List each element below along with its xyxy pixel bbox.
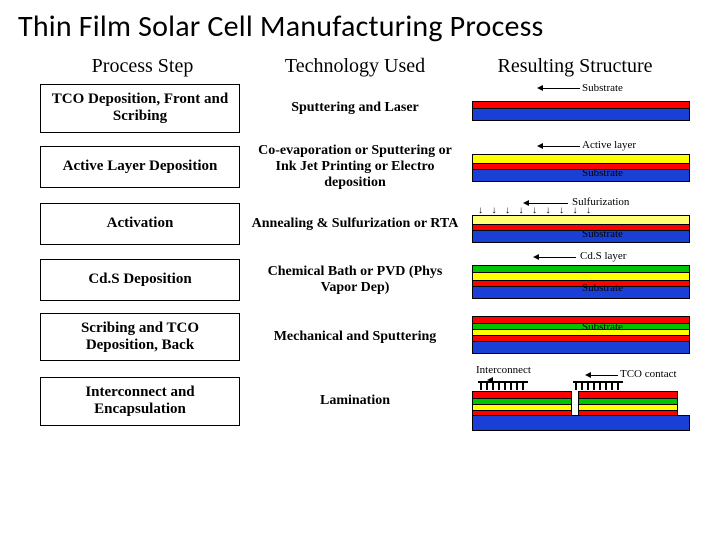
- step-label: Activation: [40, 203, 240, 245]
- arrow-icon: [538, 257, 576, 258]
- substrate-label: Substrate: [582, 283, 623, 294]
- header-technology: Technology Used: [245, 55, 465, 78]
- substrate-label: Substrate: [582, 322, 623, 333]
- layer-substrate: [473, 416, 689, 430]
- arrow-icon: [528, 203, 568, 204]
- arrow-icon: [542, 88, 580, 89]
- column-headers: Process Step Technology Used Resulting S…: [40, 55, 700, 78]
- step-label: Active Layer Deposition: [40, 146, 240, 188]
- step-label: Cd.S Deposition: [40, 259, 240, 301]
- layer-substrate: [473, 286, 689, 298]
- structure-diagram: Sulfurization ↓ ↓ ↓ ↓ ↓ ↓ ↓ ↓ ↓ Substrat…: [472, 201, 690, 247]
- step-label: TCO Deposition, Front and Scribing: [40, 84, 240, 133]
- row-scribe-back: Scribing and TCO Deposition, Back Mechan…: [40, 313, 700, 362]
- row-tco-front: TCO Deposition, Front and Scribing Sputt…: [40, 84, 700, 133]
- structure-diagram: Active layer Substrate: [472, 144, 690, 190]
- arrow-icon: [542, 146, 580, 147]
- annot-tco-contact: TCO contact: [620, 369, 677, 380]
- step-label: Scribing and TCO Deposition, Back: [40, 313, 240, 362]
- step-label: Interconnect and Encapsulation: [40, 377, 240, 426]
- header-structure: Resulting Structure: [465, 55, 685, 78]
- layer-active: [473, 216, 689, 224]
- structure-diagram: Substrate: [472, 314, 690, 360]
- annot-label: Active layer: [582, 140, 636, 151]
- tech-label: Lamination: [250, 380, 460, 422]
- layer-active: [473, 272, 689, 280]
- row-active-layer: Active Layer Deposition Co-evaporation o…: [40, 143, 700, 191]
- tco-contacts-icon: [478, 381, 623, 391]
- annot-interconnect: Interconnect: [476, 365, 531, 376]
- arrow-icon: [590, 375, 618, 376]
- annot-label: Substrate: [582, 83, 623, 94]
- layer-substrate: [473, 230, 689, 242]
- annot-label: Cd.S layer: [580, 251, 626, 262]
- tech-label: Annealing & Sulfurization or RTA: [250, 203, 460, 245]
- layer-active: [473, 155, 689, 163]
- cell-unit-right: [578, 391, 678, 417]
- structure-diagram: Cd.S layer Substrate: [472, 257, 690, 303]
- row-activation: Activation Annealing & Sulfurization or …: [40, 201, 700, 247]
- substrate-label: Substrate: [582, 168, 623, 179]
- header-process-step: Process Step: [40, 55, 245, 78]
- tech-label: Chemical Bath or PVD (Phys Vapor Dep): [250, 259, 460, 301]
- tech-label: Mechanical and Sputtering: [250, 316, 460, 358]
- substrate-label: Substrate: [582, 229, 623, 240]
- layer-substrate: [473, 108, 689, 120]
- sulfurization-arrows-icon: ↓ ↓ ↓ ↓ ↓ ↓ ↓ ↓ ↓: [472, 207, 690, 215]
- structure-diagram: Substrate: [472, 85, 690, 131]
- row-cds: Cd.S Deposition Chemical Bath or PVD (Ph…: [40, 257, 700, 303]
- page-title: Thin Film Solar Cell Manufacturing Proce…: [0, 0, 720, 51]
- tech-label: Sputtering and Laser: [250, 87, 460, 129]
- cell-unit-left: [472, 391, 572, 417]
- tech-label: Co-evaporation or Sputtering or Ink Jet …: [250, 143, 460, 191]
- process-rows: TCO Deposition, Front and Scribing Sputt…: [40, 84, 700, 431]
- layer-substrate: [473, 341, 689, 353]
- structure-diagram: Interconnect TCO contact: [472, 371, 690, 431]
- layer-substrate: [473, 169, 689, 181]
- row-interconnect: Interconnect and Encapsulation Laminatio…: [40, 371, 700, 431]
